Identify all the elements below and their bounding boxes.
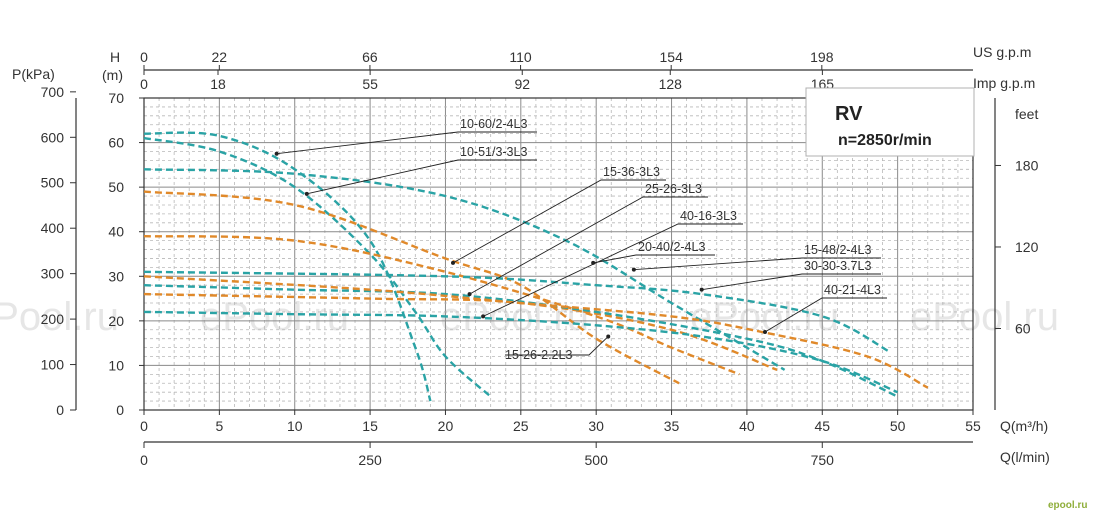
imp-gpm-tick-label: 18 [210,76,226,92]
head-tick-label: 20 [108,313,124,329]
us-gpm-tick-label: 110 [509,49,532,65]
imp-gpm-tick-label: 55 [362,76,378,92]
feet-axis-title: feet [1015,106,1038,122]
head-axis-unit: (m) [102,67,123,83]
model-box: RV n=2850r/min [805,87,975,157]
q-tick-label: 50 [890,418,906,434]
plot-frame [143,97,974,411]
head-tick-label: 50 [108,179,124,195]
imp-gpm-tick-label: 0 [140,76,148,92]
curve-label-20-40/2-4L3: 20-40/2-4L3 [638,240,705,254]
q-tick-label: 35 [664,418,680,434]
feet-tick-label: 120 [1015,239,1039,255]
us-gpm-tick-label: 0 [140,49,148,65]
callout-leader [505,336,609,356]
lmin-tick-label: 250 [358,452,382,468]
head-axis-title: H [110,49,120,65]
curve-label-40-16-3L3: 40-16-3L3 [680,209,737,223]
pressure-tick-label: 400 [41,220,65,236]
curve-label-10-60/2-4L3: 10-60/2-4L3 [460,117,527,131]
pump-curve-40-16-3L3 [143,292,778,372]
corner-logo: epool.ru [1048,500,1087,511]
lmin-tick-label: 750 [811,452,835,468]
q-tick-label: 20 [438,418,454,434]
imp-gpm-tick-label: 92 [514,76,530,92]
curve-label-30-30-3.7L3: 30-30-3.7L3 [804,259,871,273]
curve-label-25-26-3L3: 25-26-3L3 [645,182,702,196]
feet-tick-label: 60 [1015,320,1031,336]
lmin-tick-label: 500 [585,452,609,468]
callout-leader [764,297,887,333]
head-tick-label: 30 [108,268,124,284]
curve-label-40-21-4L3: 40-21-4L3 [824,283,881,297]
pump-curve-25-26-3L3 [143,235,740,376]
q-tick-label: 25 [513,418,529,434]
head-tick-label: 70 [108,90,124,106]
curve-label-10-51/3-3L3: 10-51/3-3L3 [460,145,527,159]
watermark-text: ePool.ru [0,295,119,339]
pressure-axis: 0 100 200 300 400 500 600 700 P(kPa) [12,66,77,418]
pump-curve-15-36-3L3 [143,190,680,385]
watermark-text: ePool.ru [910,295,1059,339]
curve-label-15-26-2.2L3: 15-26-2.2L3 [505,348,572,362]
pressure-tick-label: 600 [41,129,65,145]
q-tick-label: 15 [362,418,378,434]
q-tick-label: 30 [588,418,604,434]
q-tick-label: 10 [287,418,303,434]
performance-curves [143,131,929,402]
watermark-text: ePool.ru [200,295,349,339]
callout-leader [469,196,708,295]
callout-leader [633,257,881,271]
us-gpm-tick-label: 22 [212,49,228,65]
callout-leader [593,254,715,264]
curve-label-15-36-3L3: 15-36-3L3 [603,165,660,179]
pressure-tick-label: 100 [41,357,65,373]
imp-gpm-tick-label: 128 [659,76,683,92]
q-m3h-axis: 0 5 10 15 20 25 30 35 40 45 50 55 Q(m³/h) [140,410,1048,434]
q-tick-label: 0 [140,418,148,434]
curve-label-15-48/2-4L3: 15-48/2-4L3 [804,243,871,257]
pressure-tick-label: 700 [41,84,65,100]
feet-tick-label: 180 [1015,157,1039,173]
pressure-tick-label: 300 [41,266,65,282]
q-m3h-axis-title: Q(m³/h) [1000,418,1048,434]
us-gpm-axis-title: US g.p.m [973,44,1031,60]
pressure-tick-label: 0 [56,402,64,418]
head-tick-label: 10 [108,357,124,373]
head-tick-label: 60 [108,135,124,151]
q-tick-label: 40 [739,418,755,434]
callout-leader [276,131,537,155]
callout-leader [452,179,666,264]
imp-gpm-axis-title: Imp g.p.m [973,75,1035,91]
head-tick-label: 40 [108,224,124,240]
pressure-axis-title: P(kPa) [12,66,55,82]
callout-leader [701,273,881,291]
pump-curve-10-60/2-4L3 [143,131,432,402]
pressure-tick-label: 500 [41,175,65,191]
pressure-tick-label: 200 [41,311,65,327]
lmin-tick-label: 0 [140,452,148,468]
callout-leader [482,223,743,317]
head-axis: 0 10 20 30 40 50 60 70 H (m) [102,49,144,418]
us-gpm-tick-label: 66 [362,49,378,65]
pump-curve-20-40/2-4L3 [143,168,786,371]
model-speed: n=2850r/min [838,132,932,149]
us-gpm-axis: 0 22 66 110 154 198 US g.p.m [140,44,1031,71]
q-tick-label: 55 [965,418,981,434]
us-gpm-tick-label: 154 [660,49,684,65]
q-tick-label: 45 [814,418,830,434]
q-tick-label: 5 [215,418,223,434]
pump-curve-15-26-2.2L3 [143,310,899,394]
curve-callouts: 10-60/2-4L3 10-51/3-3L3 15-36-3L3 25-26-3L3… [274,117,887,362]
model-title: RV [835,103,863,125]
pump-curve-40-21-4L3 [143,275,929,389]
pump-curve-10-51/3-3L3 [143,136,492,398]
q-lmin-axis-title: Q(l/min) [1000,449,1050,465]
us-gpm-tick-label: 198 [810,49,834,65]
q-lmin-axis: 0 250 500 750 Q(l/min) [140,441,1050,468]
feet-axis: 60 120 180 feet [994,98,1039,410]
callout-leader [306,159,537,195]
head-tick-label: 0 [116,402,124,418]
